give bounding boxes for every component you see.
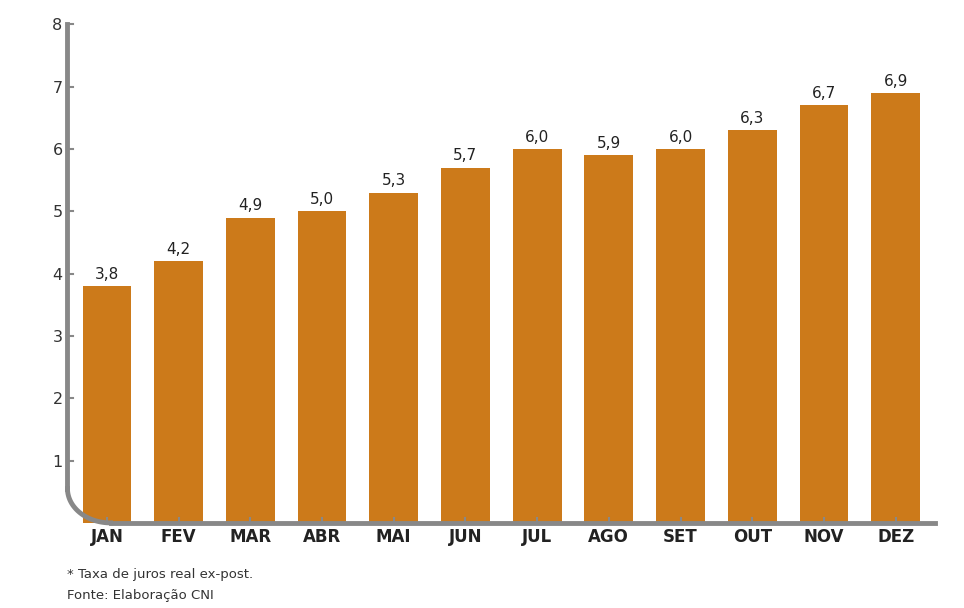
Bar xyxy=(369,193,418,523)
Text: 5,7: 5,7 xyxy=(453,148,477,164)
Text: 3,8: 3,8 xyxy=(94,267,119,282)
Bar xyxy=(226,218,275,523)
Text: Fonte: Elaboração CNI: Fonte: Elaboração CNI xyxy=(67,589,214,602)
Bar xyxy=(513,149,561,523)
Text: 5,9: 5,9 xyxy=(597,136,621,151)
Text: 5,0: 5,0 xyxy=(310,192,335,207)
Text: 4,9: 4,9 xyxy=(238,198,262,213)
Text: 6,9: 6,9 xyxy=(883,74,908,89)
Bar xyxy=(728,130,777,523)
Text: * Taxa de juros real ex-post.: * Taxa de juros real ex-post. xyxy=(67,568,254,581)
Text: 6,7: 6,7 xyxy=(812,86,836,101)
Bar xyxy=(154,261,203,523)
Text: 6,0: 6,0 xyxy=(525,130,549,145)
Bar xyxy=(442,168,490,523)
Bar xyxy=(799,105,848,523)
Bar xyxy=(656,149,705,523)
Text: 6,3: 6,3 xyxy=(740,111,764,126)
Text: 6,0: 6,0 xyxy=(668,130,693,145)
Bar xyxy=(871,93,920,523)
Bar xyxy=(298,212,346,523)
Bar xyxy=(83,286,131,523)
Text: 4,2: 4,2 xyxy=(167,242,191,257)
Text: 5,3: 5,3 xyxy=(382,173,406,188)
Bar xyxy=(584,155,633,523)
